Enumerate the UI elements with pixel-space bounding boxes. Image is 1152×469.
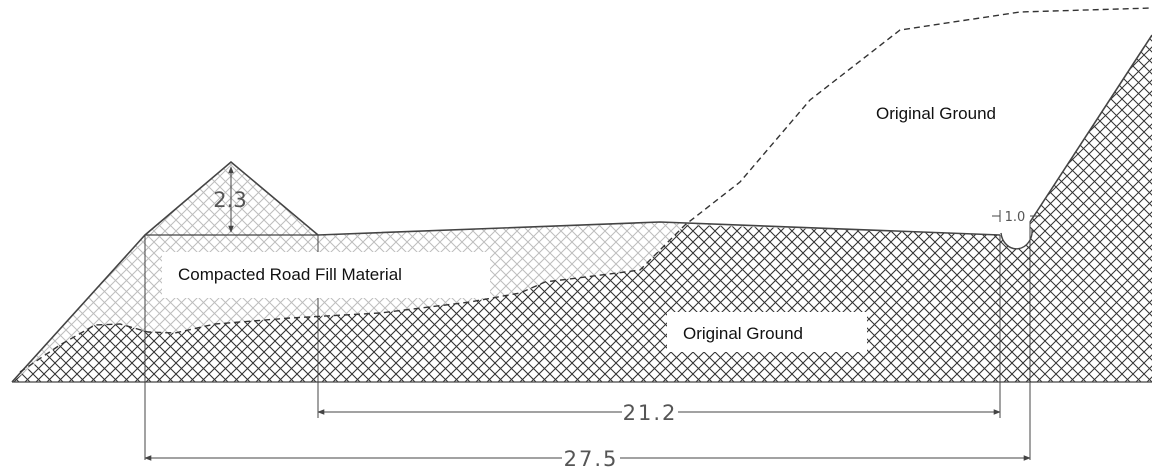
original-ground-upper-label: Original Ground: [876, 104, 996, 123]
original-ground-dashed-line: [19, 7, 1152, 373]
berm-height-value: 2.3: [213, 188, 246, 212]
ditch: [1000, 228, 1033, 250]
ditch-width-value: 1.0: [1005, 210, 1026, 225]
road-outline: [11, 160, 1001, 383]
total-width-value: 27.5: [564, 447, 619, 469]
original-ground-hill-area: [1030, 35, 1152, 382]
original-ground-lower-label: Original Ground: [683, 324, 803, 343]
road-width-value: 21.2: [623, 401, 678, 425]
fill-material-label: Compacted Road Fill Material: [178, 265, 402, 284]
